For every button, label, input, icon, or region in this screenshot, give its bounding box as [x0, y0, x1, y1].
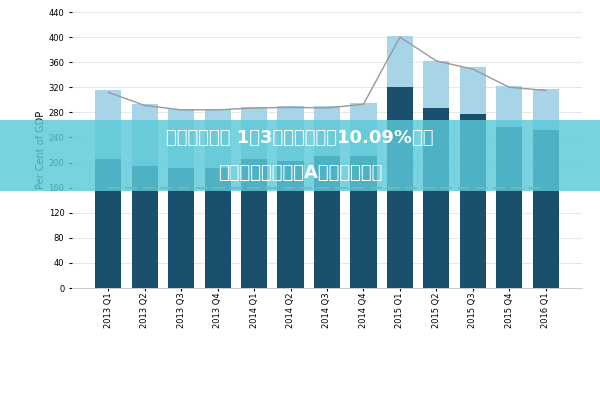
- Bar: [241, 160, 267, 288]
- Bar: [131, 166, 158, 288]
- Bar: [387, 87, 413, 288]
- Bar: [168, 168, 194, 288]
- Text: 华碳中和主题混合A基金重仓该股: 华碳中和主题混合A基金重仓该股: [218, 164, 382, 182]
- Bar: [95, 90, 121, 160]
- Bar: [423, 108, 449, 288]
- Bar: [314, 106, 340, 156]
- Bar: [277, 161, 304, 288]
- Bar: [460, 114, 486, 288]
- Bar: [241, 107, 267, 160]
- Bar: [533, 130, 559, 288]
- Bar: [314, 156, 340, 288]
- Bar: [423, 61, 449, 108]
- Bar: [460, 67, 486, 114]
- Bar: [277, 106, 304, 161]
- Bar: [387, 36, 413, 87]
- Y-axis label: Per Cent of GDP: Per Cent of GDP: [35, 111, 46, 189]
- Bar: [95, 160, 121, 288]
- Bar: [131, 104, 158, 166]
- Bar: [350, 156, 377, 288]
- Bar: [533, 89, 559, 130]
- Bar: [205, 168, 231, 288]
- Bar: [205, 109, 231, 168]
- Bar: [496, 127, 523, 288]
- Bar: [496, 86, 523, 127]
- Bar: [168, 109, 194, 168]
- Text: 炒股配资选配 1月3日肇民科技跌10.09%，鹏: 炒股配资选配 1月3日肇民科技跌10.09%，鹏: [166, 129, 434, 147]
- Bar: [350, 103, 377, 156]
